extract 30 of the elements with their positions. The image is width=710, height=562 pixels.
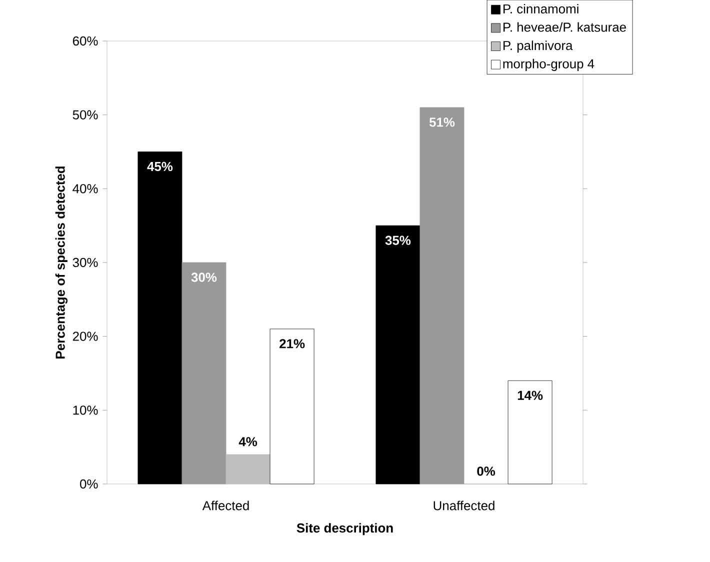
bar [270,328,314,484]
data-label: 4% [238,437,258,446]
bar [420,107,464,484]
bar [376,225,420,484]
y-tick-label: 20% [72,332,98,341]
data-label: 45% [147,162,173,172]
y-tick-label: 40% [72,184,98,194]
bar [508,380,552,484]
y-tick-label: 0% [80,479,98,489]
legend-label: morpho-group 4 [503,58,594,71]
bar [226,454,270,484]
bar [182,262,226,484]
x-tick-label: Affected [202,500,249,510]
x-axis-title: Site description [296,523,393,536]
data-label: 35% [385,236,411,245]
data-label: 30% [191,272,217,282]
data-label: 14% [518,390,543,400]
data-label: 0% [477,466,496,476]
legend-label: P. heveae/P. katsurae [504,22,626,32]
y-tick-label: 10% [73,406,98,415]
legend-label: P. cinnamomi [504,4,578,14]
legend-label: P. palmivora [504,40,573,53]
data-label: 21% [280,339,305,348]
data-label: 51% [429,118,455,127]
y-axis-title: Percentage of species detected [55,166,68,358]
y-tick-label: 30% [72,258,98,268]
x-tick-label: Unaffected [434,500,494,510]
y-tick-label: 60% [72,36,98,46]
y-tick-label: 50% [72,110,98,120]
bar [138,152,182,484]
